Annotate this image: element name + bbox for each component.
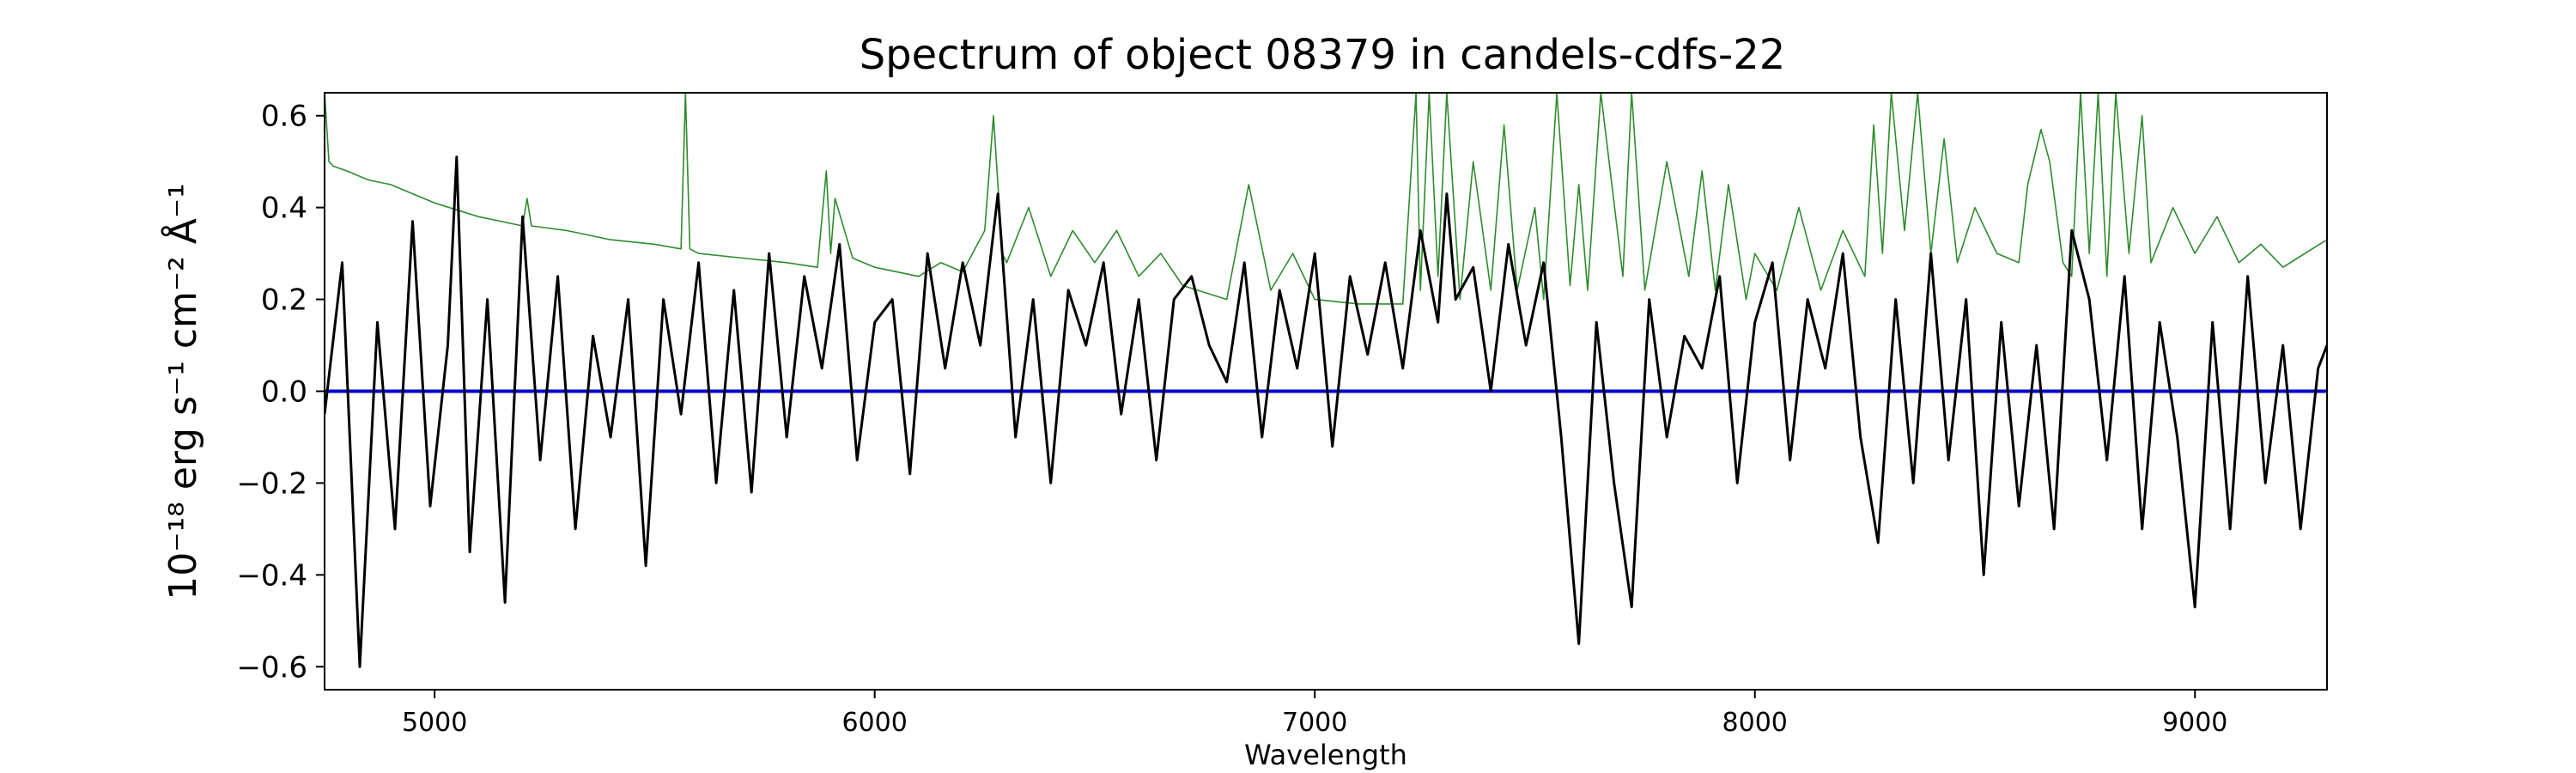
y-tick-label: 0.6 <box>261 100 307 134</box>
x-tick-label: 5000 <box>402 708 467 738</box>
y-tick-label: −0.2 <box>236 466 307 501</box>
y-tick-label: −0.6 <box>236 650 307 685</box>
y-tick-label: 0.4 <box>261 192 307 226</box>
x-tick-label: 6000 <box>841 708 907 738</box>
chart-title: Spectrum of object 08379 in candels-cdfs… <box>860 31 1786 79</box>
series-line-error <box>325 93 2327 305</box>
x-axis-label: Wavelength <box>1244 739 1407 771</box>
y-axis-label: 10⁻¹⁸ erg s⁻¹ cm⁻² Å⁻¹ <box>160 183 205 600</box>
series-line-flux <box>325 155 2327 668</box>
y-tick-label: 0.2 <box>261 283 307 318</box>
y-tick-label: −0.4 <box>236 558 307 593</box>
x-tick-label: 8000 <box>1722 708 1788 738</box>
plot-area <box>325 93 2327 668</box>
y-tick-label: 0.0 <box>261 375 307 410</box>
y-axis: −0.6 −0.4 −0.2 0.0 0.2 0.4 0.6 <box>236 100 325 685</box>
x-axis: 5000 6000 7000 8000 9000 <box>402 690 2227 738</box>
x-tick-label: 9000 <box>2162 708 2227 738</box>
x-tick-label: 7000 <box>1282 708 1347 738</box>
